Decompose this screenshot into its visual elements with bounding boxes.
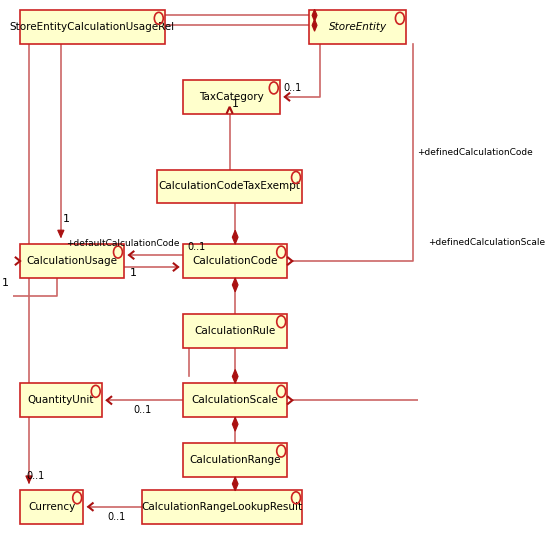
Polygon shape [232, 230, 238, 244]
FancyBboxPatch shape [310, 10, 406, 44]
Text: 0..1: 0..1 [107, 512, 126, 522]
Text: 0..1: 0..1 [283, 83, 301, 93]
FancyBboxPatch shape [183, 314, 287, 348]
Polygon shape [58, 230, 64, 237]
Text: 1: 1 [232, 99, 239, 109]
FancyBboxPatch shape [183, 383, 287, 417]
Text: QuantityUnit: QuantityUnit [27, 395, 94, 405]
FancyBboxPatch shape [142, 490, 302, 523]
FancyBboxPatch shape [20, 10, 165, 44]
Text: CalculationRange: CalculationRange [189, 455, 281, 465]
Polygon shape [232, 417, 238, 431]
Text: 1: 1 [130, 268, 137, 278]
Text: CalculationRangeLookupResult: CalculationRangeLookupResult [142, 502, 302, 512]
Text: 0..1: 0..1 [26, 471, 45, 481]
Polygon shape [312, 19, 317, 31]
Text: +definedCalculationScale: +definedCalculationScale [428, 238, 545, 247]
FancyBboxPatch shape [183, 443, 287, 477]
Polygon shape [312, 10, 317, 21]
Text: 1: 1 [2, 278, 9, 288]
Polygon shape [26, 476, 32, 483]
Polygon shape [232, 278, 238, 292]
FancyBboxPatch shape [183, 80, 280, 114]
Text: CalculationUsage: CalculationUsage [26, 256, 118, 266]
Text: TaxCategory: TaxCategory [199, 92, 264, 102]
Polygon shape [232, 369, 238, 383]
FancyBboxPatch shape [183, 244, 287, 278]
Text: 1: 1 [63, 214, 71, 224]
Text: 0..1: 0..1 [133, 405, 152, 415]
Text: CalculationCodeTaxExempt: CalculationCodeTaxExempt [159, 181, 300, 191]
Text: +definedCalculationCode: +definedCalculationCode [417, 148, 533, 157]
Polygon shape [232, 477, 238, 491]
FancyBboxPatch shape [20, 244, 124, 278]
FancyBboxPatch shape [20, 490, 83, 523]
Text: Currency: Currency [28, 502, 75, 512]
Text: CalculationCode: CalculationCode [193, 256, 278, 266]
Text: StoreEntity: StoreEntity [329, 22, 387, 33]
FancyBboxPatch shape [158, 169, 302, 203]
FancyBboxPatch shape [20, 383, 102, 417]
Text: +defaultCalculationCode: +defaultCalculationCode [66, 239, 179, 248]
Text: CalculationScale: CalculationScale [192, 395, 278, 405]
Text: 0..1: 0..1 [187, 242, 205, 252]
Text: CalculationRule: CalculationRule [195, 326, 276, 336]
Text: StoreEntityCalculationUsageRel: StoreEntityCalculationUsageRel [10, 22, 175, 33]
